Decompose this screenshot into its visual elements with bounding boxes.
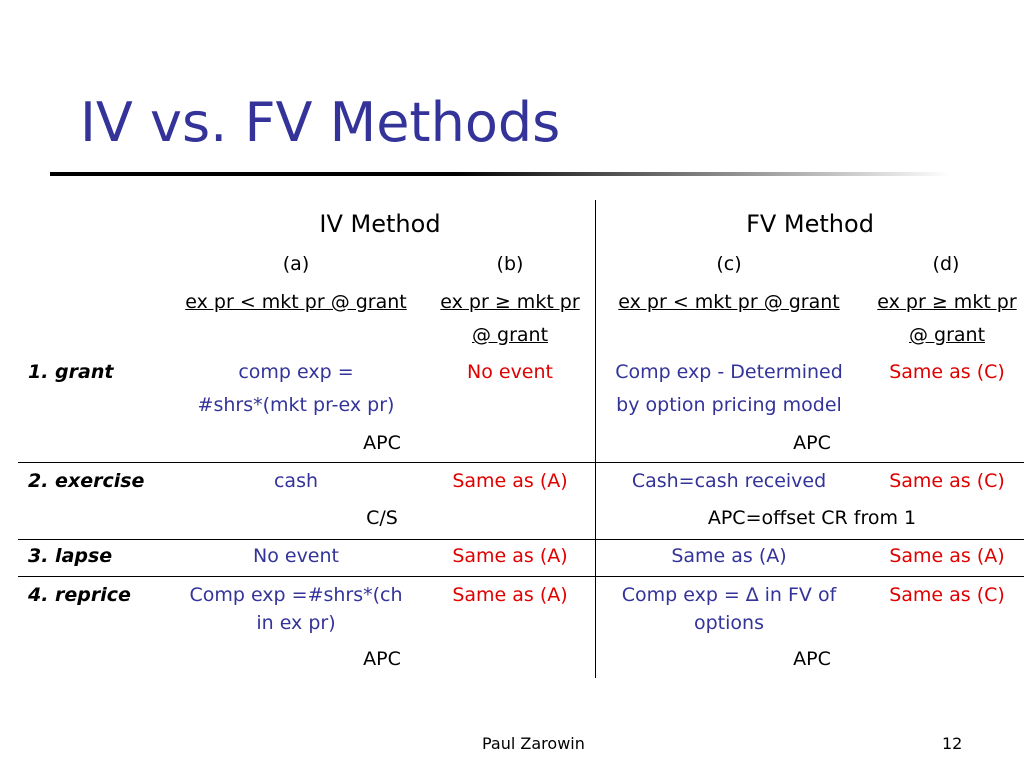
row-divider-2 [18,539,1024,540]
slide-number: 12 [942,734,963,753]
column-condition-b: ex pr ≥ mkt pr [440,291,580,313]
slide-title: IV vs. FV Methods [80,91,561,154]
grant-iv-a-line1: comp exp = [238,361,354,383]
grant-fv-note: APC [793,432,831,454]
grant-fv-d: Same as (C) [889,361,1005,383]
grant-iv-a-line2: #shrs*(mkt pr-ex pr) [197,394,395,416]
reprice-iv-b: Same as (A) [452,584,568,606]
row-label-lapse: 3. lapse [28,545,113,567]
column-letter-c: (c) [716,253,742,275]
reprice-fv-d: Same as (C) [889,584,1005,606]
reprice-fv-note: APC [793,648,831,670]
lapse-fv-c: Same as (A) [671,545,787,567]
iv-method-header: IV Method [319,210,441,238]
column-condition-c: ex pr < mkt pr @ grant [618,291,840,313]
exercise-iv-a: cash [273,470,319,492]
reprice-fv-c-line2: options [694,612,764,634]
reprice-iv-a-line2: in ex pr) [256,612,336,634]
grant-iv-note: APC [363,432,401,454]
row-divider-3 [18,576,1024,577]
reprice-iv-a-line1: Comp exp =#shrs*(ch [189,584,403,606]
row-label-reprice: 4. reprice [28,584,131,606]
row-label-exercise: 2. exercise [28,470,145,492]
column-condition-d: ex pr ≥ mkt pr [877,291,1017,313]
lapse-fv-d: Same as (A) [889,545,1005,567]
lapse-iv-a: No event [253,545,339,567]
exercise-iv-note: C/S [366,507,398,529]
column-condition-d-line2: @ grant [908,324,986,346]
column-letter-d: (d) [932,253,960,275]
footer-author: Paul Zarowin [482,734,585,753]
exercise-fv-d: Same as (C) [889,470,1005,492]
reprice-iv-note: APC [363,648,401,670]
exercise-fv-c: Cash=cash received [631,470,827,492]
row-label-grant: 1. grant [28,361,114,383]
exercise-fv-note: APC=offset CR from 1 [707,507,917,529]
title-underline [50,172,950,176]
row-divider-1 [18,462,1024,463]
reprice-fv-c-line1: Comp exp = ∆ in FV of [621,584,837,606]
grant-fv-c-line1: Comp exp - Determined [615,361,843,383]
method-divider [595,200,596,678]
column-condition-a: ex pr < mkt pr @ grant [185,291,407,313]
column-letter-b: (b) [496,253,524,275]
column-condition-b-line2: @ grant [471,324,549,346]
lapse-iv-b: Same as (A) [452,545,568,567]
grant-fv-c-line2: by option pricing model [616,394,842,416]
exercise-iv-b: Same as (A) [452,470,568,492]
column-letter-a: (a) [282,253,310,275]
fv-method-header: FV Method [746,210,874,238]
grant-iv-b: No event [467,361,553,383]
